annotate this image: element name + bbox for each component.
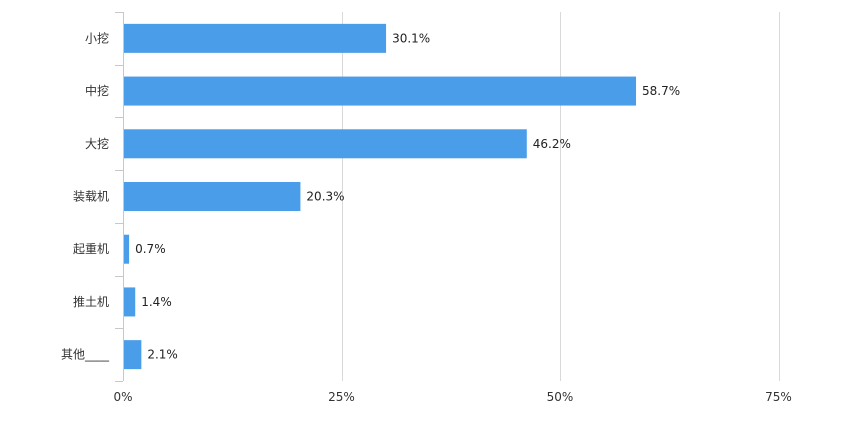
x-tick-label-2: 50% [547,390,574,404]
bar-4 [124,182,301,211]
bar-6 [124,287,136,317]
category-label-2: 中挖 [85,83,109,98]
category-label-5: 起重机 [73,242,109,256]
category-label-1: 小挖 [85,30,109,45]
data-label-5: 0.7% [135,242,166,256]
bar-7 [124,340,142,370]
bar-2 [124,76,637,106]
data-label-6: 1.4% [141,295,172,309]
data-label-3: 46.2% [533,137,571,151]
bar-1 [124,23,387,53]
data-label-7: 2.1% [147,348,178,362]
category-label-3: 大挖 [85,136,109,151]
category-label-7: 其他____ [61,348,110,362]
category-label-4: 装载机 [73,190,109,204]
x-tick-label-0: 0% [113,390,132,404]
bar-3 [124,129,527,159]
data-label-2: 58.7% [642,84,680,98]
x-tick-label-3: 75% [765,390,792,404]
data-label-1: 30.1% [392,31,430,45]
x-tick-label-1: 25% [328,390,355,404]
data-label-4: 20.3% [306,190,344,204]
category-label-6: 推土机 [73,295,109,309]
bar-5 [124,234,130,264]
